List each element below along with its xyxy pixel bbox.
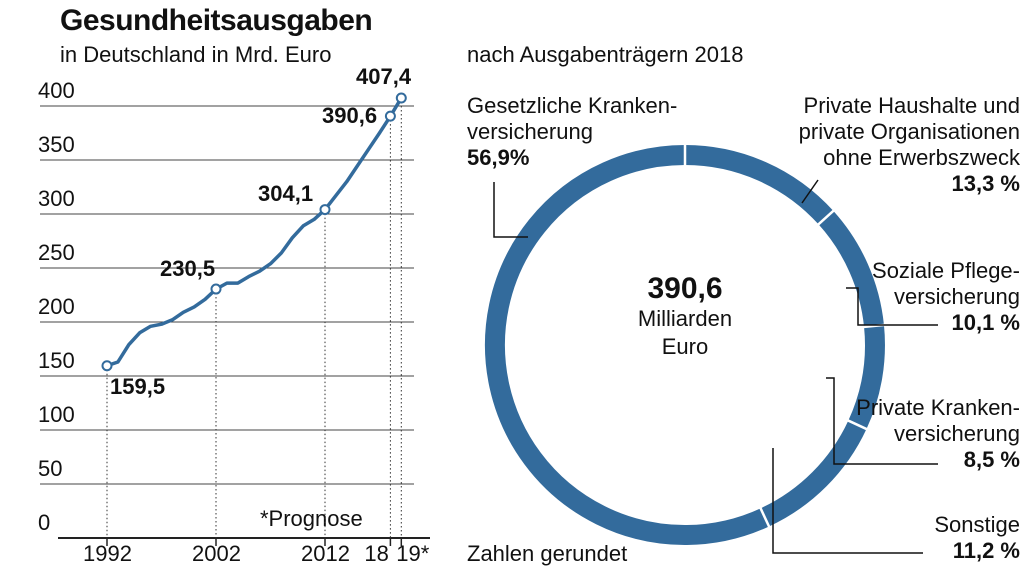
donut-center-value: 390,6 — [647, 272, 723, 305]
y-tick-label-200: 200 — [38, 294, 75, 319]
y-tick-label-400: 400 — [38, 78, 75, 103]
donut-center-currency: Euro — [661, 334, 709, 359]
slice-label-4: Gesetzliche Kranken-versicherung 56,9% — [467, 93, 677, 171]
data-label-2002: 230,5 — [160, 256, 216, 281]
slice-label-3: Sonstige 11,2 % — [934, 512, 1020, 564]
y-tick-label-100: 100 — [38, 402, 75, 427]
slice-label-line: ohne Erwerbszweck — [823, 145, 1020, 170]
donut-title: nach Ausgabenträgern 2018 — [467, 42, 744, 67]
slice-label-2: Private Kranken-versicherung 8,5 % — [856, 395, 1020, 473]
leader-line — [846, 287, 938, 326]
data-label-2019: 407,4 — [356, 64, 412, 89]
slice-label-line: Sonstige — [934, 512, 1020, 537]
slice-label-line: Private Haushalte und — [803, 93, 1020, 118]
data-label-2018: 390,6 — [322, 103, 378, 128]
slice-percentage: 11,2 % — [952, 538, 1020, 563]
slice-label-line: Private Kranken- — [856, 395, 1020, 420]
slice-percentage: 8,5 % — [963, 447, 1020, 472]
y-tick-label-250: 250 — [38, 240, 75, 265]
chart-subtitle: in Deutschland in Mrd. Euro — [60, 42, 332, 67]
data-point — [395, 92, 407, 104]
footnote: *Prognose — [260, 506, 363, 531]
chart-title: Gesundheitsausgaben — [60, 4, 373, 37]
data-label-2012: 304,1 — [258, 181, 314, 206]
slice-label-line: Soziale Pflege- — [872, 258, 1020, 283]
leader-line — [772, 448, 923, 554]
data-point — [101, 360, 113, 372]
y-tick-label-350: 350 — [38, 132, 75, 157]
donut-center-unit: Milliarden — [637, 306, 733, 331]
series-line — [106, 97, 403, 368]
slice-label-1: Soziale Pflege-versicherung 10,1 % — [872, 258, 1020, 336]
slice-label-0: Private Haushalte und private Organisatio… — [799, 93, 1020, 197]
slice-label-line: versicherung — [467, 119, 593, 144]
x-tick-label-1992: 1992 — [83, 541, 132, 566]
x-tick-label-2012: 2012 — [301, 541, 350, 566]
rounding-note: Zahlen gerundet — [467, 541, 628, 566]
slice-label-line: versicherung — [894, 421, 1020, 446]
slice-separator — [816, 209, 835, 226]
slice-percentage: 56,9% — [467, 145, 530, 170]
slice-percentage: 10,1 % — [951, 310, 1021, 335]
x-tick-label-2002: 2002 — [192, 541, 241, 566]
donut-slice — [760, 420, 867, 527]
x-tick-label-18: 18 — [364, 541, 389, 566]
leader-line — [493, 182, 528, 238]
donut-slice — [818, 210, 884, 328]
slice-percentage: 13,3 % — [951, 171, 1021, 196]
leader-line — [801, 179, 819, 204]
y-tick-label-50: 50 — [38, 456, 63, 481]
slice-separator — [759, 506, 771, 528]
donut-slice — [484, 145, 769, 545]
slice-label-line: Gesetzliche Kranken- — [467, 93, 678, 118]
slice-label-line: versicherung — [894, 284, 1020, 309]
x-tick-label-19*: 19* — [396, 541, 430, 566]
data-point — [210, 283, 222, 295]
donut-slice — [848, 324, 885, 429]
leader-line — [826, 377, 938, 465]
y-tick-label-0: 0 — [38, 510, 51, 535]
donut-slice — [684, 145, 834, 225]
y-tick-label-300: 300 — [38, 186, 75, 211]
data-point — [384, 110, 396, 122]
y-tick-label-150: 150 — [38, 348, 75, 373]
data-point — [319, 204, 331, 216]
slice-label-line: private Organisationen — [798, 119, 1020, 144]
slice-separator — [846, 419, 868, 431]
data-label-1992: 159,5 — [110, 374, 166, 399]
